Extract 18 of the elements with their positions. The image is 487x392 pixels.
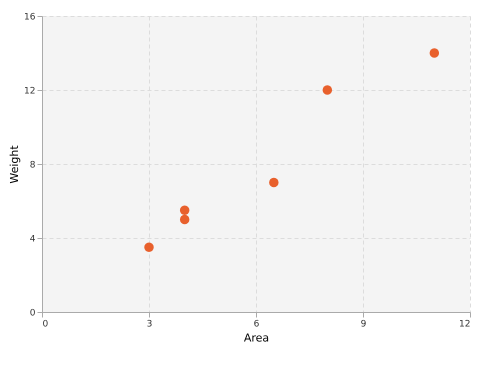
x-tick-label: 12 bbox=[459, 320, 470, 330]
point bbox=[180, 206, 190, 215]
x-tick-label: 9 bbox=[360, 320, 367, 330]
point bbox=[144, 242, 154, 252]
point bbox=[180, 214, 190, 224]
x-axis-title: Area bbox=[244, 332, 270, 344]
point bbox=[430, 48, 440, 58]
y-axis-title: Weight bbox=[8, 144, 22, 184]
x-tick-label: 0 bbox=[42, 320, 48, 330]
x-tick-label: 3 bbox=[146, 320, 152, 330]
y-tick-label: 4 bbox=[30, 234, 36, 244]
x-tick-label: 6 bbox=[254, 320, 260, 330]
y-tick-label: 8 bbox=[30, 160, 36, 170]
y-tick-label: 16 bbox=[24, 12, 36, 22]
point bbox=[322, 85, 332, 95]
y-tick-label: 12 bbox=[24, 86, 36, 96]
y-tick-label: 0 bbox=[30, 308, 36, 318]
point bbox=[269, 178, 279, 188]
